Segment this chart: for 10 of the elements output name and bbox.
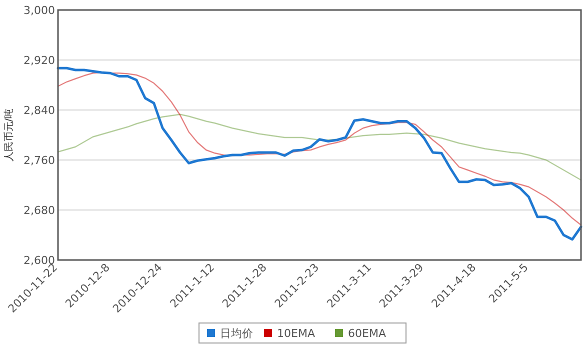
y-tick-label: 2,600 [24,254,55,267]
y-tick-label: 3,000 [24,4,55,17]
y-tick-label: 2,840 [24,104,55,117]
y-axis-title: 人民币元/吨 [3,108,15,162]
legend-label: 60EMA [348,327,386,340]
legend-label: 10EMA [277,327,316,340]
y-tick-label: 2,920 [24,54,55,67]
legend-label: 日均价 [220,327,253,340]
y-tick-label: 2,760 [24,154,55,167]
y-tick-label: 2,680 [24,204,55,217]
